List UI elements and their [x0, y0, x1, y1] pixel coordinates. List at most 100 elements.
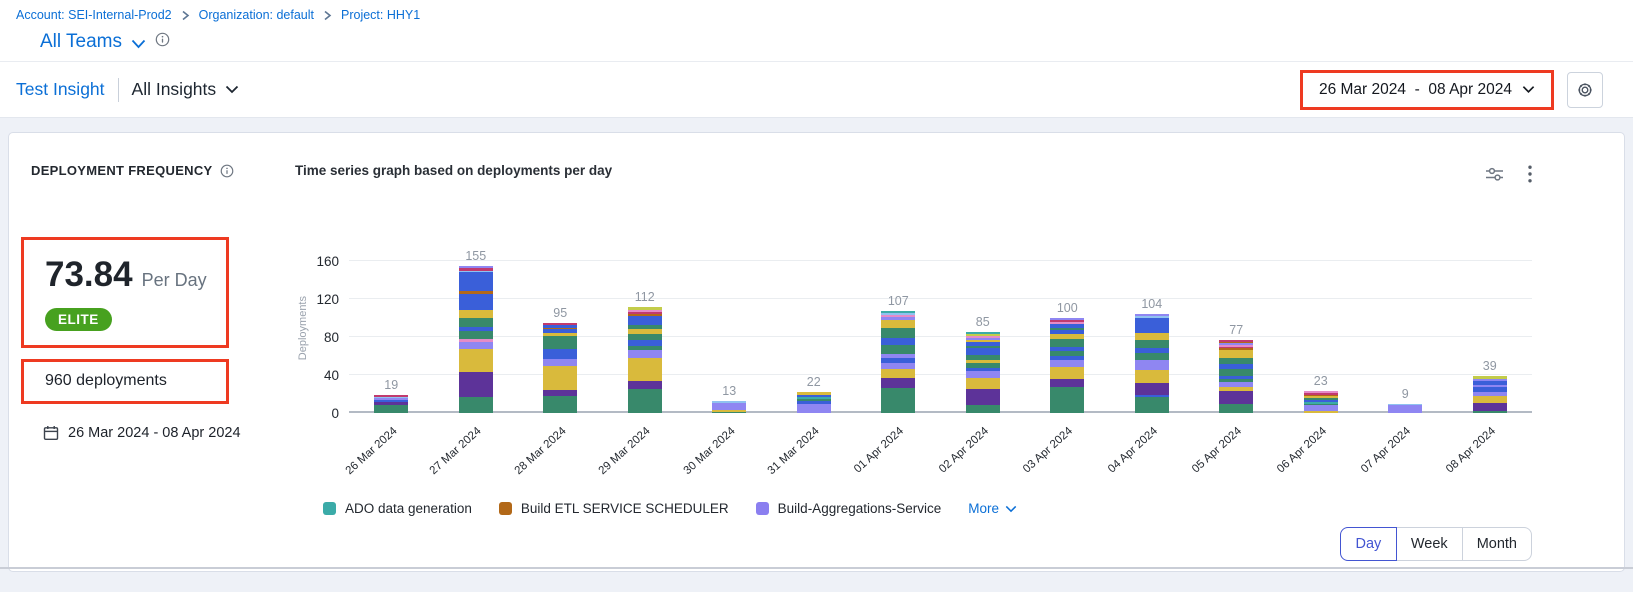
bar-segment[interactable] — [458, 326, 493, 332]
bar-segment[interactable] — [796, 398, 831, 401]
team-selector[interactable]: All Teams — [40, 31, 1617, 53]
bar-segment[interactable] — [458, 372, 493, 397]
bar-segment[interactable] — [1472, 402, 1507, 412]
bar-segment[interactable] — [1472, 376, 1507, 379]
bar-segment[interactable] — [1219, 391, 1254, 404]
stacked-bar[interactable] — [1472, 376, 1507, 413]
bar-segment[interactable] — [374, 396, 409, 398]
bar-segment[interactable] — [543, 322, 578, 325]
kebab-menu-icon[interactable] — [1528, 165, 1532, 183]
bar-segment[interactable] — [458, 349, 493, 373]
bar-segment[interactable] — [965, 336, 1000, 339]
bar-segment[interactable] — [458, 338, 493, 342]
bar-segment[interactable] — [1050, 334, 1085, 339]
stacked-bar[interactable] — [1050, 318, 1085, 413]
bar-segment[interactable] — [1050, 356, 1085, 360]
bar-segment[interactable] — [1472, 387, 1507, 393]
insight-name-link[interactable]: Test Insight — [16, 79, 105, 99]
bar-segment[interactable] — [796, 394, 831, 397]
bar-segment[interactable] — [881, 313, 916, 316]
bar-segment[interactable] — [965, 371, 1000, 378]
bar-segment[interactable] — [1050, 367, 1085, 379]
bar-segment[interactable] — [458, 265, 493, 268]
bar-segment[interactable] — [458, 318, 493, 327]
bar-segment[interactable] — [543, 329, 578, 334]
bar-segment[interactable] — [1050, 387, 1085, 413]
bar-segment[interactable] — [458, 310, 493, 319]
bar-segment[interactable] — [1303, 405, 1338, 412]
bar-segment[interactable] — [627, 312, 662, 315]
bar-segment[interactable] — [712, 400, 747, 403]
bar-segment[interactable] — [1303, 401, 1338, 404]
bar-segment[interactable] — [1134, 333, 1169, 340]
bar-segment[interactable] — [543, 390, 578, 396]
bar-segment[interactable] — [1219, 339, 1254, 342]
bar-segment[interactable] — [796, 396, 831, 399]
bar-segment[interactable] — [1050, 351, 1085, 357]
stacked-bar[interactable] — [627, 306, 662, 413]
chevron-down-icon[interactable] — [131, 39, 146, 49]
bar-segment[interactable] — [458, 294, 493, 311]
bar-segment[interactable] — [1219, 348, 1254, 351]
legend-more-label[interactable]: More — [968, 501, 1000, 516]
bar-segment[interactable] — [627, 389, 662, 413]
bar-segment[interactable] — [627, 334, 662, 340]
legend-more-button[interactable]: More — [968, 501, 1017, 516]
bar-segment[interactable] — [712, 412, 747, 413]
bar-segment[interactable] — [1050, 338, 1085, 347]
bar-segment[interactable] — [1303, 403, 1338, 406]
bar-segment[interactable] — [965, 355, 1000, 360]
bar-segment[interactable] — [627, 309, 662, 313]
bar-segment[interactable] — [1219, 369, 1254, 376]
legend-item[interactable]: ADO data generation — [323, 501, 472, 516]
bar-segment[interactable] — [1134, 394, 1169, 397]
bar-segment[interactable] — [1134, 339, 1169, 349]
bar-segment[interactable] — [965, 332, 1000, 335]
bar-segment[interactable] — [627, 339, 662, 346]
info-icon[interactable] — [220, 164, 234, 178]
bar-segment[interactable] — [543, 395, 578, 413]
bar-segment[interactable] — [881, 327, 916, 338]
bar-segment[interactable] — [543, 365, 578, 391]
bar-segment[interactable] — [881, 315, 916, 318]
stacked-bar[interactable] — [1303, 391, 1338, 413]
bar-segment[interactable] — [374, 401, 409, 406]
stacked-bar[interactable] — [543, 322, 578, 413]
bar-segment[interactable] — [627, 380, 662, 390]
bar-segment[interactable] — [627, 316, 662, 325]
bar-segment[interactable] — [1134, 359, 1169, 371]
bar-segment[interactable] — [543, 327, 578, 330]
stacked-bar[interactable] — [796, 392, 831, 413]
breadcrumb-account[interactable]: Account: SEI-Internal-Prod2 — [16, 8, 172, 22]
bar-segment[interactable] — [543, 336, 578, 350]
bar-segment[interactable] — [374, 395, 409, 397]
bar-segment[interactable] — [1050, 359, 1085, 368]
bar-segment[interactable] — [1303, 391, 1338, 394]
bar-segment[interactable] — [1050, 378, 1085, 388]
bar-segment[interactable] — [881, 377, 916, 389]
bar-segment[interactable] — [627, 350, 662, 358]
bar-segment[interactable] — [543, 324, 578, 328]
bar-segment[interactable] — [965, 345, 1000, 349]
stacked-bar[interactable] — [374, 395, 409, 413]
bar-segment[interactable] — [881, 362, 916, 370]
bar-segment[interactable] — [1303, 411, 1338, 413]
bar-segment[interactable] — [374, 405, 409, 413]
bar-segment[interactable] — [543, 358, 578, 366]
date-range-picker[interactable]: 26 Mar 2024 - 08 Apr 2024 — [1299, 69, 1554, 110]
date-range-value[interactable]: 26 Mar 2024 - 08 Apr 2024 — [1318, 80, 1512, 98]
bar-segment[interactable] — [627, 357, 662, 381]
bar-segment[interactable] — [1219, 381, 1254, 388]
bar-segment[interactable] — [1303, 395, 1338, 396]
bar-segment[interactable] — [965, 377, 1000, 390]
bar-segment[interactable] — [1472, 380, 1507, 385]
bar-segment[interactable] — [1219, 375, 1254, 379]
bar-segment[interactable] — [965, 351, 1000, 356]
bar-segment[interactable] — [965, 339, 1000, 342]
bar-segment[interactable] — [1134, 370, 1169, 383]
filter-sliders-icon[interactable] — [1485, 166, 1504, 182]
bar-segment[interactable] — [374, 399, 409, 402]
bar-segment[interactable] — [965, 338, 1000, 340]
bar-segment[interactable] — [1050, 318, 1085, 320]
breadcrumb-organization[interactable]: Organization: default — [198, 8, 314, 22]
